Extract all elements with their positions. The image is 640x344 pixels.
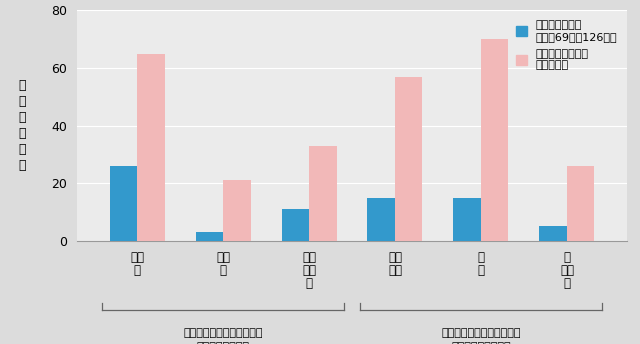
Bar	[109, 166, 137, 241]
Text: ロコモティブシンドローム
（運動器系の障害）: ロコモティブシンドローム （運動器系の障害）	[441, 329, 521, 344]
Bar	[454, 197, 481, 241]
Bar	[137, 54, 164, 241]
Bar	[395, 77, 422, 241]
Text: メタボリックシンドローム
（代謝系の疾患）: メタボリックシンドローム （代謝系の疾患）	[183, 329, 263, 344]
Legend: 金立水曜登山会
（平均69歳、126名）, 同年代の日本人の
平均有病率: 金立水曜登山会 （平均69歳、126名）, 同年代の日本人の 平均有病率	[511, 16, 621, 75]
Bar	[309, 146, 337, 241]
Bar	[567, 166, 595, 241]
Bar	[540, 226, 567, 241]
Bar	[282, 209, 309, 241]
Bar	[367, 197, 395, 241]
Y-axis label: 有
病
率
（
％
）: 有 病 率 （ ％ ）	[18, 79, 26, 172]
Bar	[223, 180, 250, 241]
Bar	[196, 232, 223, 241]
Bar	[481, 39, 508, 241]
